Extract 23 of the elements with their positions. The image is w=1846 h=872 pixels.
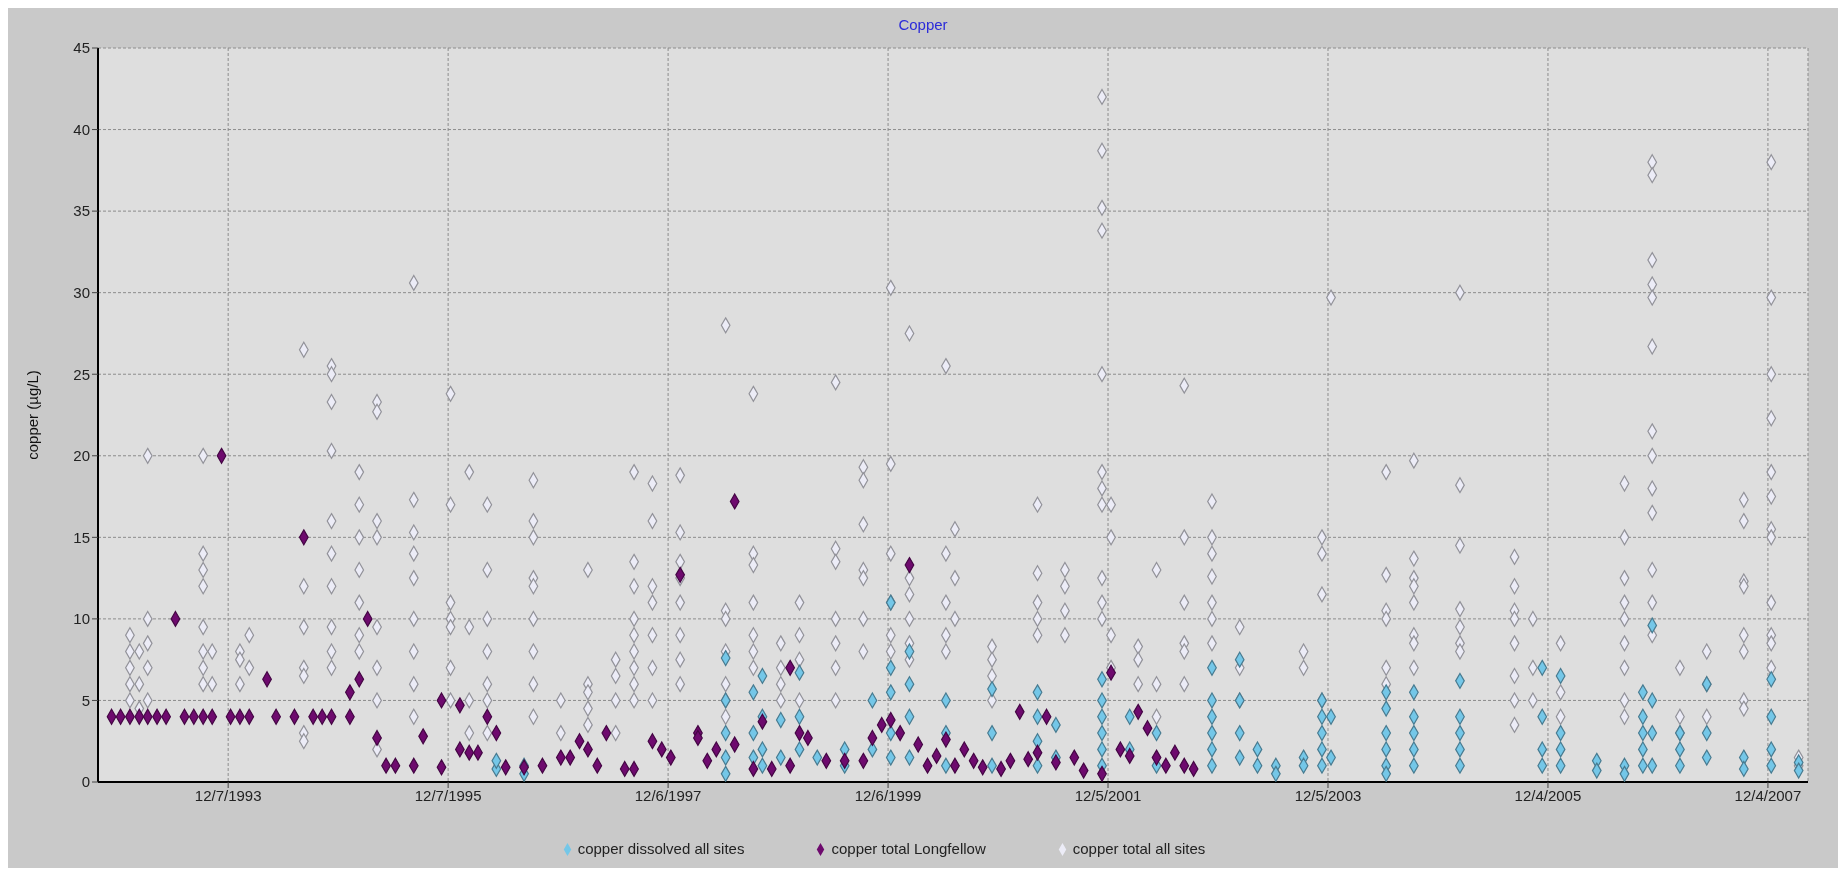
legend-label: copper total Longfellow <box>831 840 986 857</box>
legend-label: copper dissolved all sites <box>577 840 745 857</box>
x-tick-label: 12/5/2001 <box>1074 786 1142 804</box>
x-tick-label: 12/6/1999 <box>854 786 922 804</box>
x-tick-label: 12/6/1997 <box>634 786 702 804</box>
y-tick-label: 15 <box>73 528 90 546</box>
legend-label: copper total all sites <box>1072 840 1206 857</box>
y-tick-label: 5 <box>81 691 90 709</box>
x-tick-label: 12/5/2003 <box>1294 786 1362 804</box>
y-tick-label: 45 <box>73 39 90 57</box>
x-tick-label: 12/4/2007 <box>1734 786 1802 804</box>
y-tick-label: 0 <box>81 773 90 791</box>
y-tick-label: 35 <box>73 202 90 220</box>
y-tick-label: 25 <box>73 365 90 383</box>
x-tick-label: 12/4/2005 <box>1514 786 1582 804</box>
y-tick-label: 40 <box>73 120 90 138</box>
y-tick-label: 20 <box>73 447 90 465</box>
y-tick-label: 30 <box>73 283 90 301</box>
y-axis-title: copper (µg/L) <box>24 370 42 460</box>
y-tick-label: 10 <box>73 610 90 628</box>
chart-title: Copper <box>897 15 949 35</box>
x-tick-label: 12/7/1995 <box>414 786 482 804</box>
x-tick-label: 12/7/1993 <box>194 786 262 804</box>
